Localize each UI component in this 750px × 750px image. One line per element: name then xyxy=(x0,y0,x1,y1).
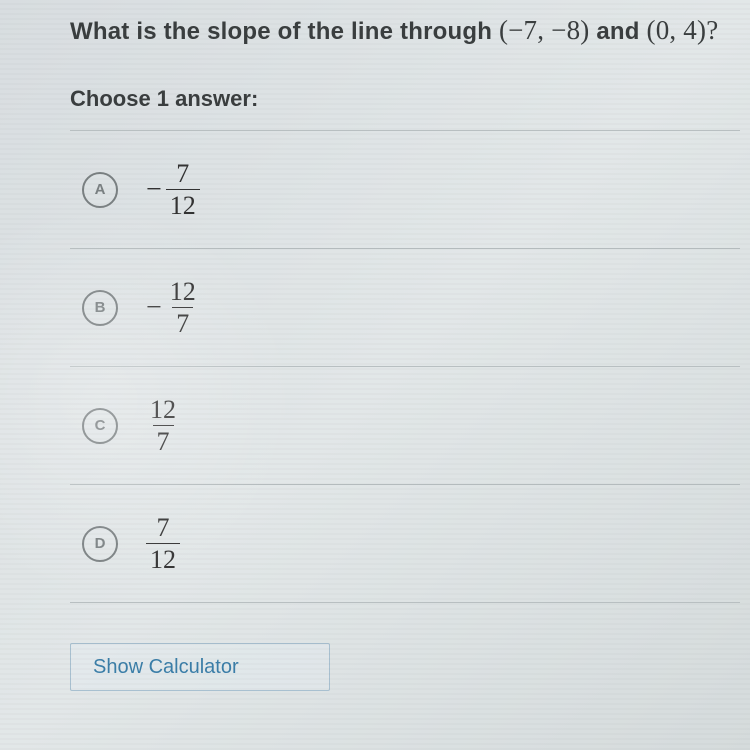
answer-value-a: − 7 12 xyxy=(146,160,200,220)
radio-letter-c: C xyxy=(95,417,106,434)
answer-option-a[interactable]: A − 7 12 xyxy=(70,131,740,249)
question-point2: (0, 4) xyxy=(647,15,707,45)
answer-value-d: 7 12 xyxy=(146,514,180,574)
radio-letter-b: B xyxy=(95,299,106,316)
answer-value-b: − 12 7 xyxy=(146,278,200,338)
radio-icon: C xyxy=(82,408,118,444)
choose-label: Choose 1 answer: xyxy=(70,86,740,112)
numerator: 7 xyxy=(172,160,193,189)
radio-icon: A xyxy=(82,172,118,208)
numerator: 12 xyxy=(146,396,180,425)
denominator: 7 xyxy=(153,425,174,455)
show-calculator-button[interactable]: Show Calculator xyxy=(70,643,330,691)
denominator: 12 xyxy=(166,189,200,219)
minus-sign: − xyxy=(146,174,162,206)
question-text: What is the slope of the line through (−… xyxy=(70,15,740,46)
numerator: 12 xyxy=(166,278,200,307)
radio-letter-a: A xyxy=(95,181,106,198)
denominator: 12 xyxy=(146,543,180,573)
question-prefix: What is the slope of the line through xyxy=(70,18,499,45)
question-suffix: ? xyxy=(706,15,718,45)
numerator: 7 xyxy=(153,514,174,543)
radio-letter-d: D xyxy=(95,535,106,552)
question-point1: (−7, −8) xyxy=(499,15,590,45)
answer-option-b[interactable]: B − 12 7 xyxy=(70,249,740,367)
question-mid: and xyxy=(589,18,646,45)
denominator: 7 xyxy=(172,307,193,337)
minus-sign: − xyxy=(146,292,162,324)
answer-option-d[interactable]: D 7 12 xyxy=(70,485,740,603)
answer-option-c[interactable]: C 12 7 xyxy=(70,367,740,485)
answer-list: A − 7 12 B − 12 7 C 12 7 xyxy=(70,130,740,603)
calculator-label: Show Calculator xyxy=(93,656,239,679)
answer-value-c: 12 7 xyxy=(146,396,180,456)
radio-icon: D xyxy=(82,526,118,562)
radio-icon: B xyxy=(82,290,118,326)
